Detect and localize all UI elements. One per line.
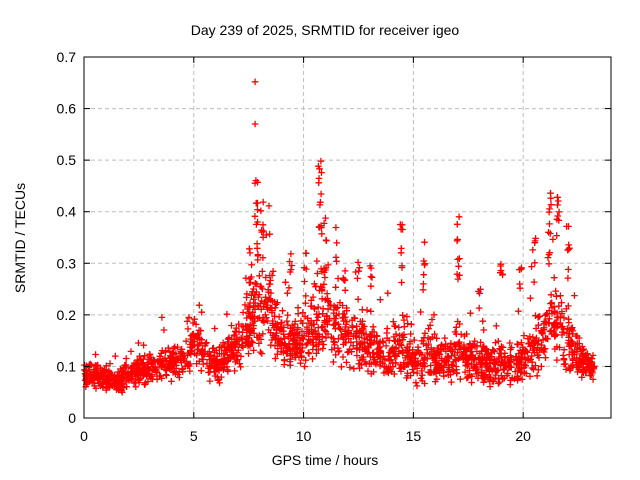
y-tick-label: 0.7 — [57, 49, 77, 65]
y-axis-label: SRMTID / TECUs — [12, 183, 28, 293]
y-tick-label: 0.6 — [57, 101, 77, 117]
x-tick-label: 0 — [80, 428, 88, 444]
plot-border — [83, 56, 612, 419]
x-tick-label: 20 — [515, 428, 531, 444]
y-tick-label: 0 — [68, 410, 76, 426]
y-tick-label: 0.5 — [57, 152, 77, 168]
x-axis-label: GPS time / hours — [272, 452, 379, 468]
y-tick-label: 0.1 — [57, 358, 77, 374]
y-tick-label: 0.3 — [57, 255, 77, 271]
x-tick-label: 15 — [406, 428, 422, 444]
axes-and-ticks: 0 5 10 15 20 0 0.1 0.2 0.3 0.4 0.5 0.6 0.7 — [57, 49, 612, 444]
y-tick-label: 0.2 — [57, 307, 77, 323]
scatter-markers — [81, 78, 598, 396]
chart-title: Day 239 of 2025, SRMTID for receiver ige… — [191, 22, 460, 38]
x-tick-label: 5 — [190, 428, 198, 444]
y-tick-label: 0.4 — [57, 204, 77, 220]
x-tick-label: 10 — [296, 428, 312, 444]
data-points — [81, 78, 598, 396]
